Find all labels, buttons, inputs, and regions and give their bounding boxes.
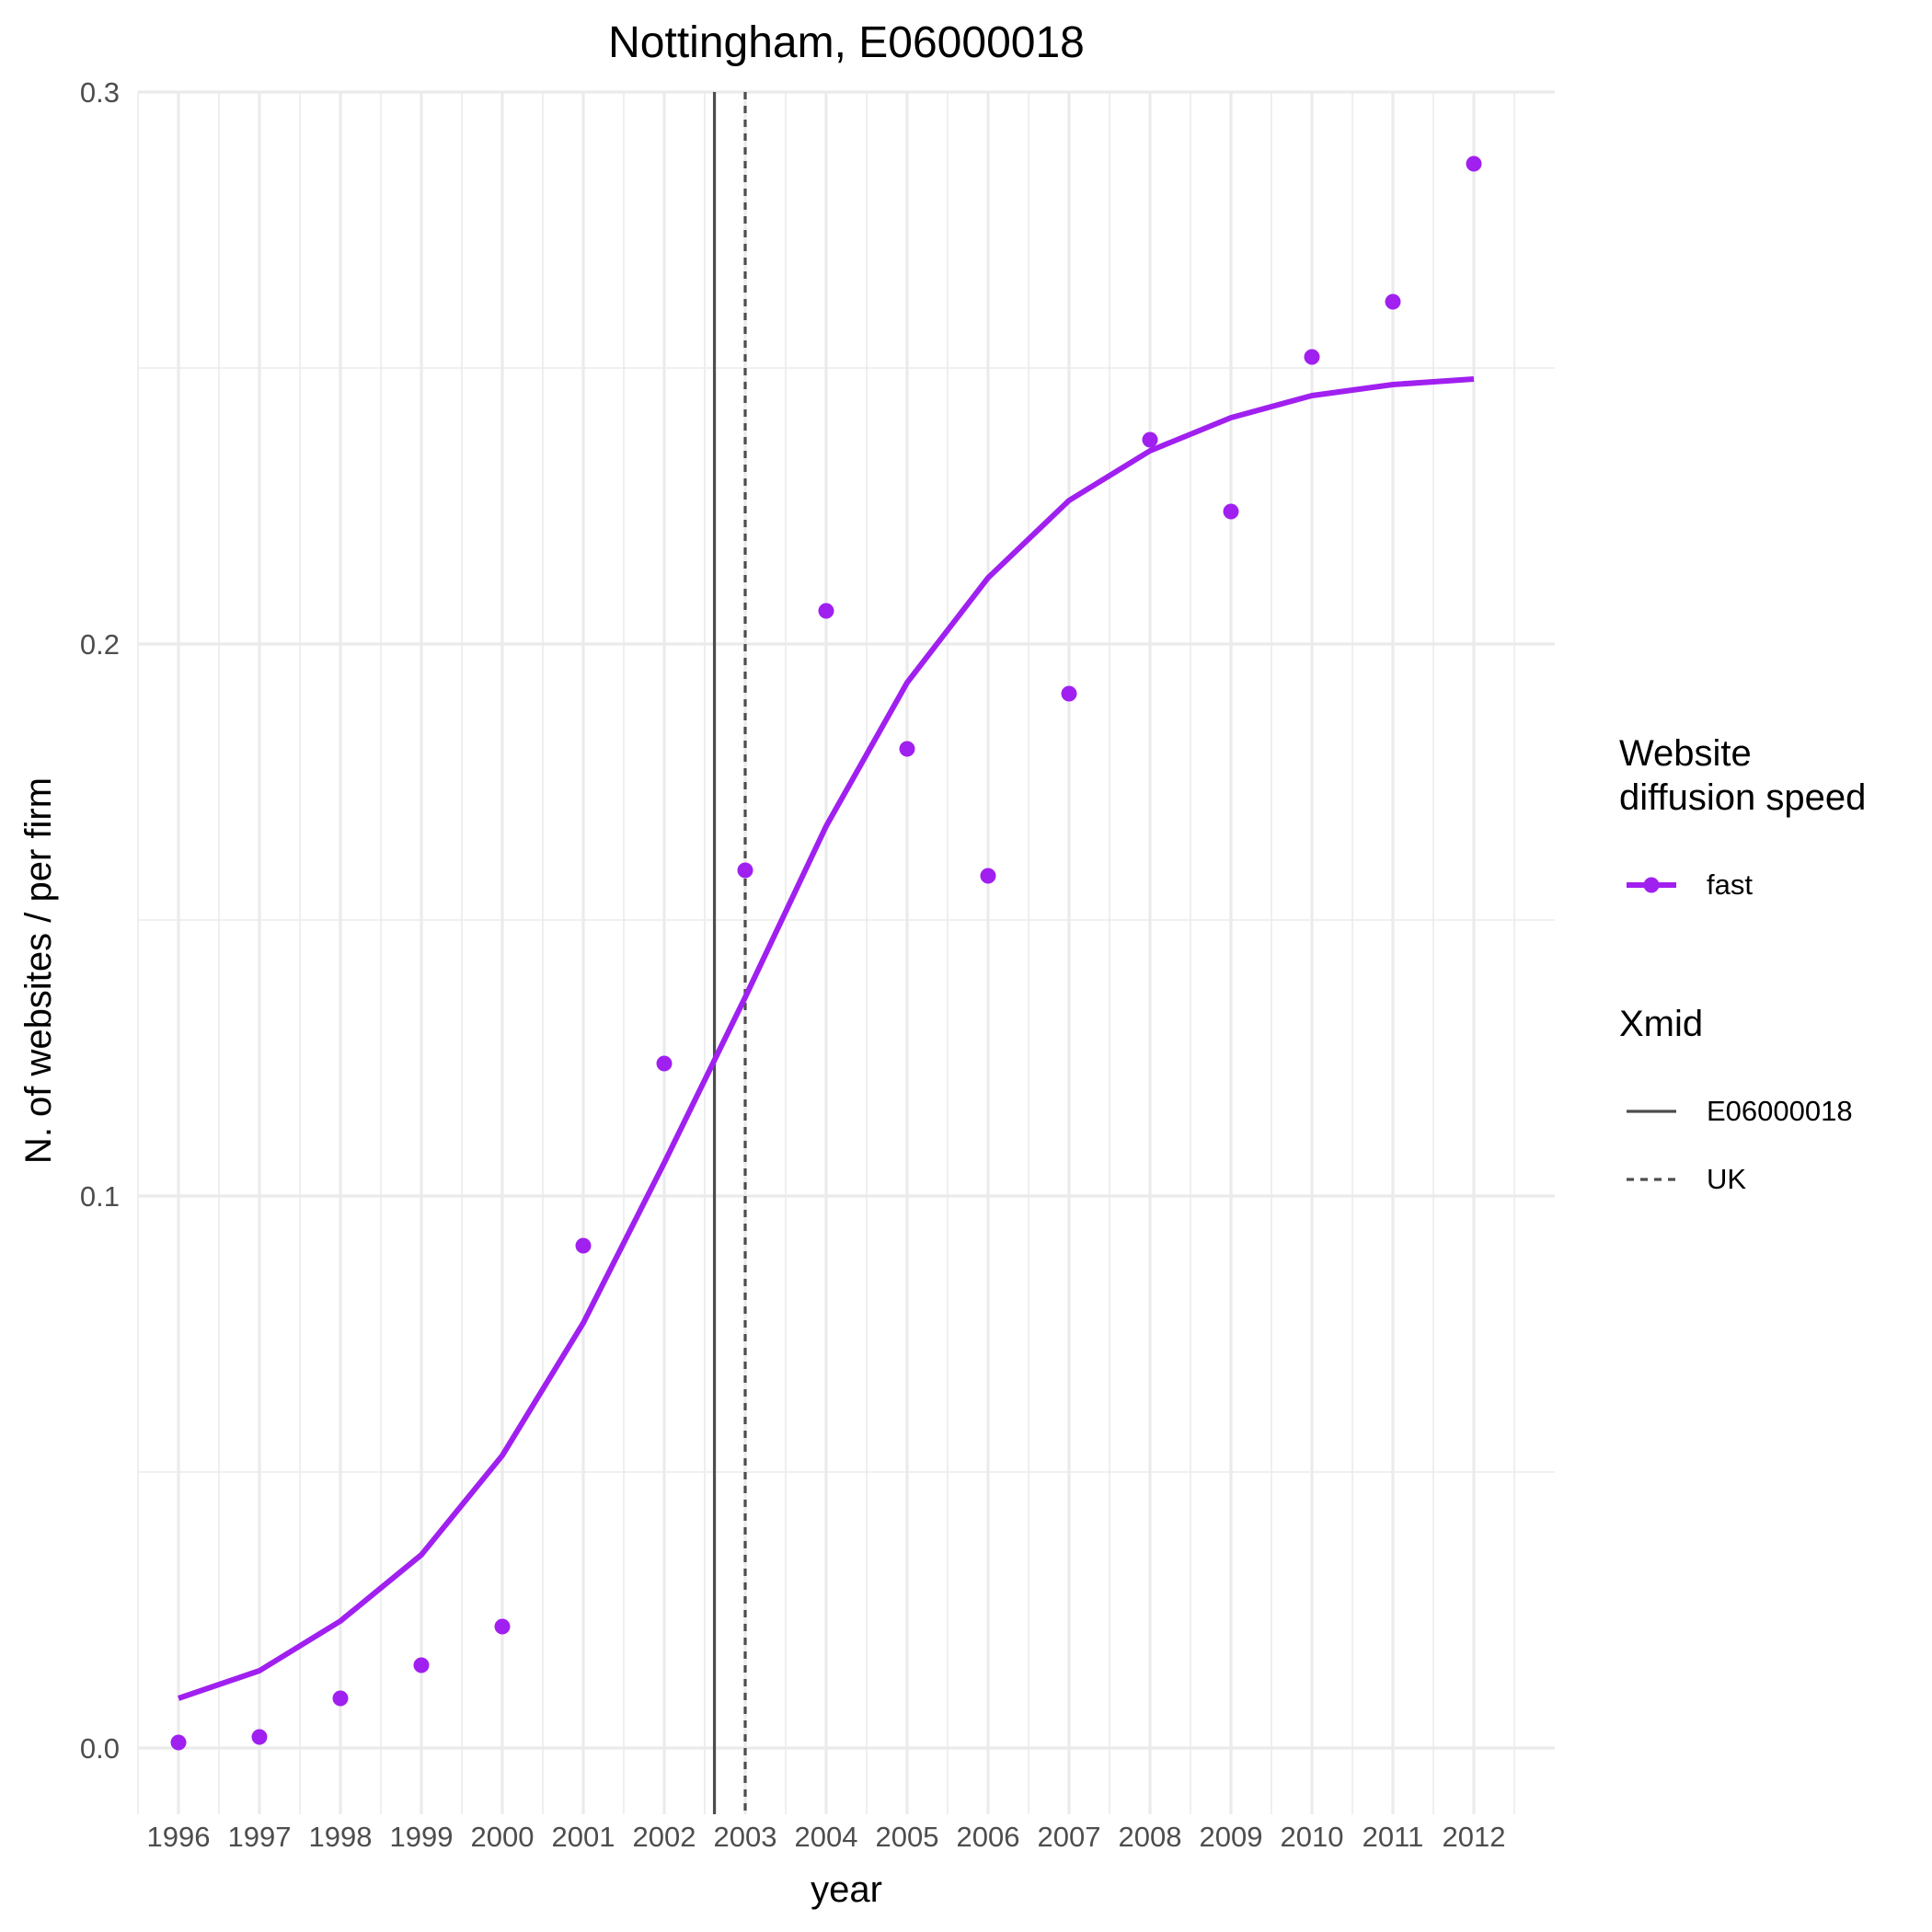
data-point	[980, 868, 996, 884]
y-tick-label: 0.1	[80, 1180, 120, 1213]
data-point	[1466, 155, 1482, 172]
legend-title: diffusion speed	[1619, 777, 1866, 818]
y-tick-label: 0.3	[80, 76, 120, 109]
chart-title: Nottingham, E06000018	[608, 18, 1085, 67]
x-tick-label: 2011	[1363, 1821, 1424, 1853]
data-point	[1142, 431, 1158, 448]
y-tick-label: 0.0	[80, 1732, 120, 1765]
x-tick-label: 2005	[876, 1821, 939, 1853]
data-point	[251, 1729, 268, 1745]
x-tick-label: 1996	[147, 1821, 211, 1853]
x-tick-label: 2009	[1200, 1821, 1263, 1853]
x-tick-label: 2012	[1443, 1821, 1506, 1853]
data-point	[818, 603, 834, 619]
data-point	[413, 1657, 430, 1673]
legend-title: Xmid	[1619, 1004, 1703, 1044]
x-tick-label: 2010	[1281, 1821, 1344, 1853]
x-tick-label: 2008	[1119, 1821, 1182, 1853]
reference-lines	[712, 92, 747, 1814]
data-point	[494, 1618, 511, 1635]
data-point	[1304, 349, 1320, 365]
legend-title: Website	[1619, 733, 1752, 774]
x-tick-label: 1999	[390, 1821, 454, 1853]
legend-key-point	[1643, 877, 1660, 893]
y-axis-ticks: 0.0 0.1 0.2 0.3	[80, 76, 120, 1765]
grid	[137, 90, 1555, 1814]
legend-label: E06000018	[1707, 1095, 1853, 1127]
data-point	[899, 741, 915, 757]
legend-label: UK	[1707, 1163, 1746, 1195]
data-point	[170, 1734, 187, 1751]
series-line-fast	[178, 376, 1475, 1701]
x-tick-label: 2004	[795, 1821, 858, 1853]
data-point	[1385, 293, 1401, 310]
x-axis-ticks: 1996 1997 1998 1999 2000 2001 2002 2003 2004 2005…	[147, 1821, 1506, 1853]
x-tick-label: 2003	[714, 1821, 777, 1853]
data-point	[575, 1237, 592, 1254]
legend-label: fast	[1707, 868, 1753, 901]
data-point	[737, 862, 753, 879]
x-tick-label: 1997	[228, 1821, 292, 1853]
x-tick-label: 2002	[633, 1821, 696, 1853]
x-tick-label: 2007	[1038, 1821, 1101, 1853]
y-tick-label: 0.2	[80, 628, 120, 661]
data-point	[1223, 503, 1239, 520]
x-tick-label: 1998	[309, 1821, 373, 1853]
x-axis-label: year	[811, 1869, 882, 1910]
y-axis-label: N. of websites / per firm	[18, 777, 59, 1164]
data-point	[656, 1055, 673, 1072]
data-point	[1061, 685, 1077, 702]
x-tick-label: 2006	[957, 1821, 1020, 1853]
data-point	[332, 1690, 349, 1707]
x-tick-label: 2000	[471, 1821, 535, 1853]
x-tick-label: 2001	[552, 1821, 615, 1853]
data-series	[170, 155, 1482, 1751]
